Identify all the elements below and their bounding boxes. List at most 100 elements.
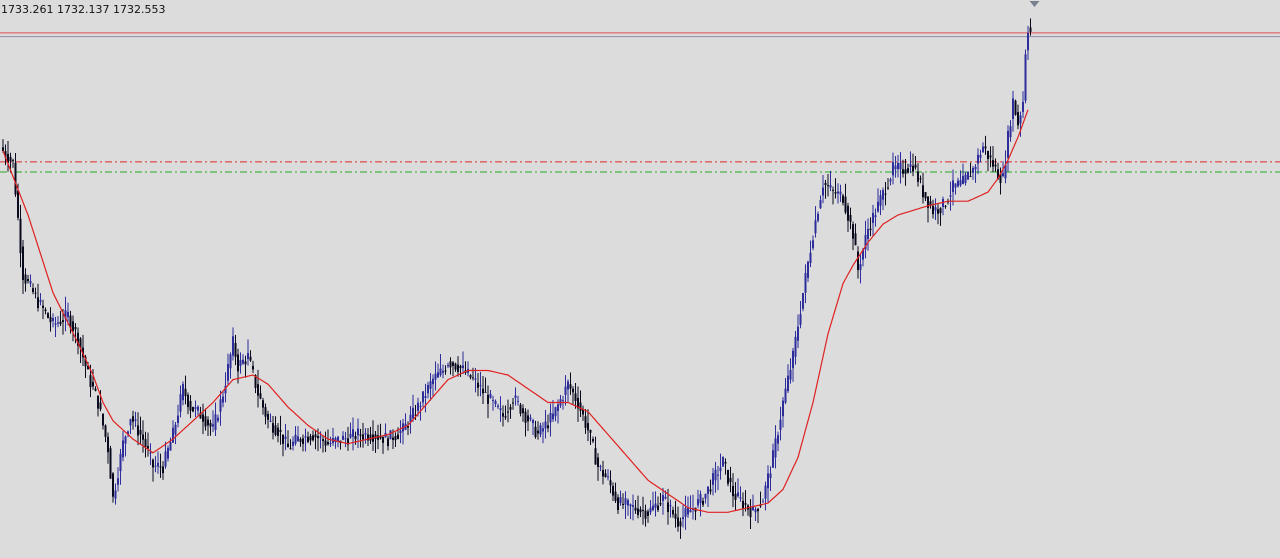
candle-body	[369, 434, 372, 441]
candle-body	[317, 436, 319, 439]
candle-body	[427, 384, 429, 394]
candle-body	[839, 191, 842, 195]
candle-body	[57, 322, 59, 324]
candle-body	[702, 500, 704, 505]
candle-body	[542, 428, 544, 432]
candle-body	[499, 408, 502, 411]
candle-body	[759, 505, 762, 507]
candle-body	[637, 508, 639, 516]
candle-body	[167, 447, 169, 459]
candle-body	[829, 184, 832, 188]
candle-body	[859, 264, 862, 270]
candle-body	[574, 393, 577, 401]
candle-body	[104, 425, 107, 437]
candle-body	[904, 169, 907, 174]
candle-body	[847, 205, 849, 221]
candle-body	[919, 178, 922, 180]
candle-body	[459, 365, 462, 369]
candle-body	[624, 498, 627, 505]
candle-body	[634, 507, 637, 511]
candle-body	[714, 469, 717, 481]
candle-body	[32, 288, 34, 293]
candle-body	[214, 414, 217, 430]
candle-body	[589, 429, 592, 433]
candle-body	[127, 431, 129, 435]
candle-body	[769, 473, 772, 478]
candle-body	[299, 439, 302, 443]
candle-body	[334, 438, 337, 443]
candle-body	[894, 165, 897, 170]
candle-body	[902, 169, 904, 174]
candle-body	[992, 160, 994, 167]
candle-body	[944, 205, 947, 207]
candle-body	[247, 353, 249, 360]
candle-body	[199, 412, 202, 419]
candle-body	[1007, 130, 1009, 158]
candle-body	[52, 318, 54, 321]
candle-body	[917, 171, 919, 182]
candle-body	[572, 388, 574, 393]
candle-body	[687, 507, 689, 515]
candle-body	[354, 436, 357, 440]
candle-body	[977, 154, 979, 164]
candle-body	[362, 434, 364, 440]
candle-body	[827, 185, 829, 187]
candle-body	[597, 457, 599, 467]
candle-body	[374, 434, 377, 439]
candle-body	[92, 381, 94, 387]
candle-body	[989, 155, 992, 158]
candle-body	[4, 150, 7, 158]
candle-body	[837, 191, 839, 194]
candle-body	[419, 406, 422, 408]
candle-body	[9, 156, 12, 162]
candle-body	[669, 505, 672, 507]
candle-body	[452, 362, 454, 366]
candle-body	[742, 500, 744, 509]
candle-body	[482, 388, 484, 394]
candle-body	[182, 383, 184, 401]
candle-body	[719, 467, 722, 472]
candle-body	[949, 195, 952, 197]
candle-body	[454, 363, 457, 370]
candle-body	[897, 163, 899, 170]
candle-body	[617, 497, 619, 511]
candle-body	[17, 190, 19, 218]
candle-body	[212, 424, 214, 427]
candle-body	[367, 434, 369, 441]
candle-body	[139, 429, 142, 435]
candle-body	[274, 425, 277, 435]
candle-body	[69, 315, 72, 329]
candle-body	[529, 417, 532, 420]
candle-body	[627, 500, 629, 506]
candle-body	[787, 375, 789, 392]
candle-body	[277, 427, 279, 436]
candle-body	[134, 419, 137, 421]
candle-body	[229, 354, 232, 369]
candle-body	[807, 261, 809, 278]
candle-body	[922, 185, 924, 198]
candle-body	[869, 228, 872, 231]
candle-body	[822, 187, 824, 196]
candle-body	[227, 363, 229, 381]
candle-body	[739, 497, 742, 499]
candle-body	[99, 402, 102, 410]
candle-body	[652, 505, 654, 510]
candle-body	[42, 305, 44, 308]
candle-body	[712, 473, 714, 485]
candle-body	[444, 370, 447, 372]
candle-body	[184, 388, 187, 397]
candle-body	[584, 416, 587, 428]
candle-body	[587, 423, 589, 431]
candle-body	[849, 214, 852, 222]
candle-body	[564, 386, 567, 395]
candle-body	[619, 497, 622, 504]
candle-body	[154, 465, 157, 467]
candle-body	[77, 332, 79, 346]
candle-body	[477, 382, 479, 388]
candle-body	[604, 473, 607, 477]
candle-body	[87, 365, 89, 370]
candle-body	[884, 193, 887, 195]
candle-body	[39, 300, 42, 302]
candle-body	[957, 180, 959, 187]
